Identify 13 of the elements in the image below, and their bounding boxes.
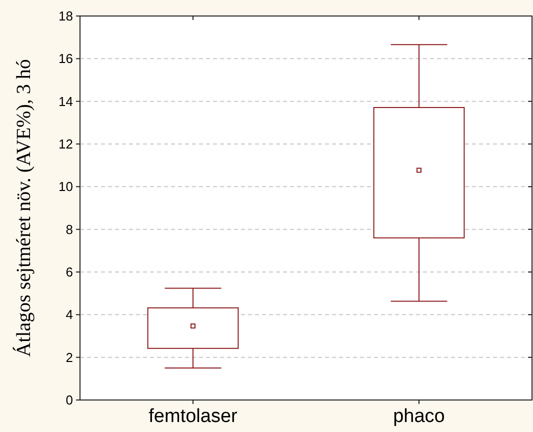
y-tick-label: 16	[58, 51, 73, 66]
y-tick-label: 6	[66, 264, 73, 280]
x-tick-label: femtolaser	[148, 406, 238, 427]
y-tick-label: 12	[58, 136, 73, 152]
y-tick-label: 4	[66, 307, 73, 322]
y-tick-label: 18	[58, 8, 73, 24]
x-tick-label: phaco	[393, 406, 445, 427]
y-tick-label: 2	[66, 350, 73, 365]
y-tick-label: 8	[66, 222, 73, 237]
y-tick-label: 0	[66, 392, 73, 408]
y-axis-title: Átlagos sejtméret növ. (AVE%), 3 hó	[12, 59, 35, 357]
y-tick-label: 14	[58, 94, 73, 109]
y-tick-label: 10	[58, 179, 73, 194]
